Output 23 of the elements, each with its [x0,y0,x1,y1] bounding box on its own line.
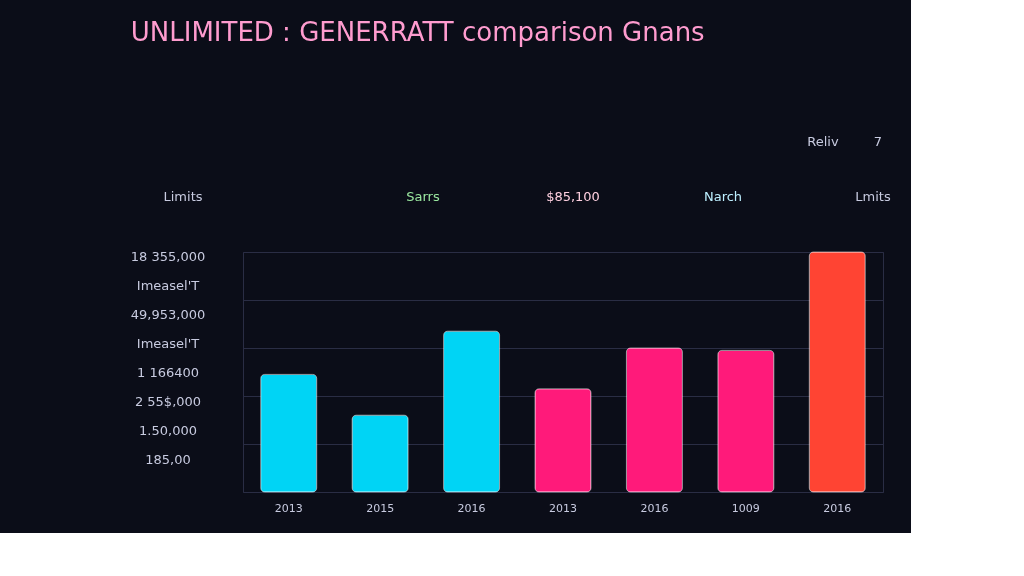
text: 18 355,000 [130,249,206,264]
x-tick-label: 2016 [457,501,486,515]
text: 1 166400 [136,365,200,380]
x-tick-label: 2015 [366,501,395,515]
text: $85,100 [546,189,600,204]
text: Limits [163,189,203,204]
x-tick-label: 2016 [823,501,852,515]
text: 7 [873,134,883,149]
x-tick-label: 2016 [640,501,669,515]
x-tick-label: 2013 [274,501,303,515]
text: Imeasel'T [136,278,200,293]
text: Reliv [807,134,839,149]
text: Imeasel'T [136,336,200,351]
text: 185,00 [145,452,191,467]
chart-title: UNLIMITED : GENERRATT comparison Gnans [130,17,705,47]
text: 1.50,000 [139,423,197,438]
x-tick-label: 2013 [549,501,577,515]
text: Sarrs [406,189,440,204]
text: Narch [703,189,743,204]
text: 2 55$,000 [134,394,202,409]
x-tick-label: 1009 [731,501,760,515]
text: 49,953,000 [130,307,206,322]
text: Lmits [855,189,891,204]
